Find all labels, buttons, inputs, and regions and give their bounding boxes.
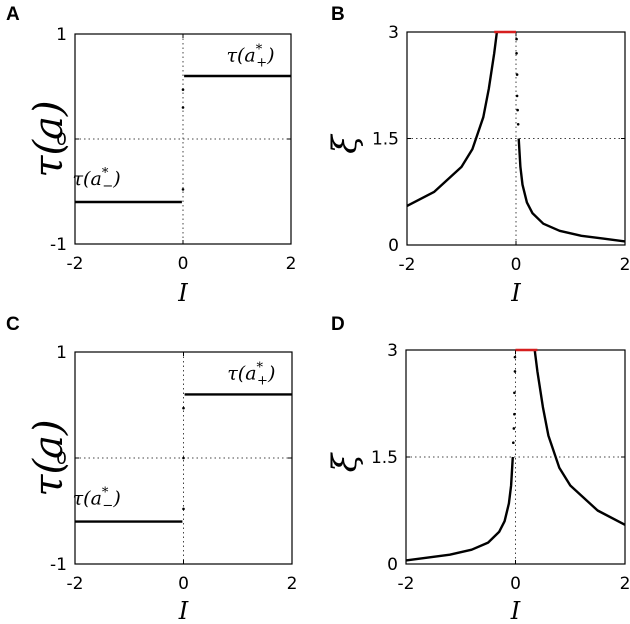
y-tick-label: 0 <box>388 236 399 256</box>
x-tick-label: -2 <box>398 574 415 594</box>
panel-letter: D <box>331 314 345 335</box>
panel-letter: B <box>331 4 345 25</box>
transition-point <box>515 94 519 98</box>
x-axis-label: I <box>177 279 188 307</box>
series-line <box>405 456 514 562</box>
x-tick-label: 0 <box>510 574 521 594</box>
transition-point <box>181 188 185 191</box>
y-tick-label: 3 <box>387 341 398 361</box>
transition-point <box>512 427 516 430</box>
panel-letter: C <box>6 314 20 335</box>
x-axis-label: I <box>510 597 521 624</box>
transition-point <box>515 73 519 76</box>
series-line <box>533 349 626 526</box>
transition-point <box>513 391 516 395</box>
x-tick-label: 2 <box>620 255 630 275</box>
y-axis-label: τ(a) <box>26 100 72 177</box>
y-tick-label: 0 <box>56 449 67 469</box>
x-tick-label: 0 <box>178 574 189 594</box>
y-tick-label: 3 <box>388 23 399 43</box>
y-tick-label: 1 <box>56 343 67 363</box>
y-tick-label: -1 <box>50 555 67 575</box>
panel-A: A -2 0 2 -1 0 1 Iτ(a)τ(a* −) τ(a* +) <box>6 4 296 307</box>
y-tick-label: -1 <box>50 235 67 255</box>
transition-point <box>182 507 185 511</box>
x-tick-label: 0 <box>178 254 189 274</box>
transition-point <box>515 37 518 41</box>
transition-point <box>512 441 515 445</box>
series-annotation: τ(a* +) <box>226 42 274 70</box>
transition-point <box>181 88 185 91</box>
transition-point <box>516 123 520 126</box>
series-line <box>517 138 626 243</box>
x-tick-label: 2 <box>287 574 298 594</box>
transition-point <box>182 406 185 410</box>
transition-point <box>513 412 516 416</box>
transition-point <box>515 52 518 55</box>
y-tick-label: 0 <box>56 130 67 150</box>
transition-point <box>516 108 519 112</box>
series-annotation: τ(a* −) <box>73 166 121 194</box>
x-tick-label: 2 <box>286 254 297 274</box>
x-axis-label: I <box>178 597 189 624</box>
series-line <box>406 31 499 207</box>
x-tick-label: -2 <box>399 255 416 275</box>
series-annotation: τ(a* −) <box>73 486 121 514</box>
panel-C: C -2 0 2 -1 0 1 Iτ(a)τ(a* −) τ(a* +) <box>6 314 297 624</box>
transition-point <box>513 370 517 373</box>
x-tick-label: -2 <box>67 574 84 594</box>
transition-point <box>182 456 185 460</box>
y-tick-label: 1.5 <box>372 130 399 150</box>
transition-point <box>181 106 185 109</box>
transition-point <box>513 355 517 359</box>
y-tick-label: 1 <box>56 25 67 45</box>
y-axis-label: ξ <box>325 451 365 472</box>
y-tick-label: 0 <box>387 555 398 575</box>
y-axis-label: τ(a) <box>26 419 72 496</box>
panel-letter: A <box>6 4 20 25</box>
y-tick-label: 1.5 <box>371 448 398 468</box>
series-annotation: τ(a* +) <box>227 361 275 389</box>
y-axis-label: ξ <box>325 133 365 154</box>
x-axis-label: I <box>510 279 521 307</box>
x-tick-label: 0 <box>511 255 522 275</box>
x-tick-label: 2 <box>620 574 630 594</box>
x-tick-label: -2 <box>67 254 84 274</box>
